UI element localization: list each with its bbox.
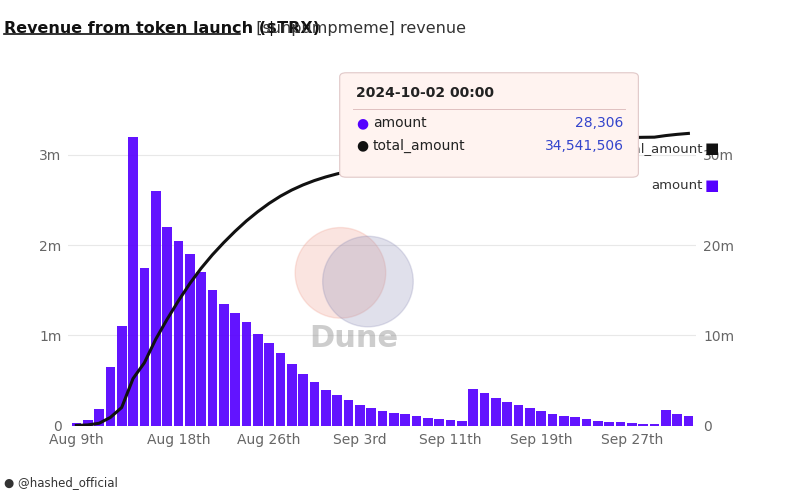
Bar <box>570 417 580 426</box>
Bar <box>366 408 376 426</box>
Bar <box>434 419 444 426</box>
Text: ●: ● <box>356 139 368 152</box>
Bar <box>593 421 602 426</box>
Text: 34,541,506: 34,541,506 <box>545 139 624 152</box>
Text: Revenue from token launch ($TRX): Revenue from token launch ($TRX) <box>4 21 320 36</box>
Bar <box>264 343 274 426</box>
Bar <box>219 304 229 426</box>
Bar <box>185 254 195 426</box>
Text: 2024-10-02 00:00: 2024-10-02 00:00 <box>356 86 493 99</box>
Bar <box>616 422 625 426</box>
Text: total_amount: total_amount <box>373 139 465 153</box>
Text: [sunpumpmeme] revenue: [sunpumpmeme] revenue <box>246 21 465 36</box>
Bar <box>480 393 489 426</box>
Bar <box>627 423 637 426</box>
Bar <box>208 290 217 426</box>
Bar <box>174 241 184 426</box>
Bar <box>344 400 353 426</box>
Text: Dune: Dune <box>310 324 398 353</box>
Circle shape <box>295 228 386 318</box>
Bar <box>275 353 285 426</box>
Bar <box>72 423 81 426</box>
Bar <box>559 416 568 426</box>
Text: ■: ■ <box>704 178 719 193</box>
Bar <box>117 326 126 426</box>
Circle shape <box>323 236 413 327</box>
Bar <box>105 367 115 426</box>
Text: amount: amount <box>373 116 427 130</box>
Bar <box>514 405 523 426</box>
Bar <box>683 416 693 426</box>
Bar <box>400 414 410 426</box>
Bar <box>230 313 240 426</box>
Bar <box>287 364 296 426</box>
Bar <box>469 389 478 426</box>
Bar <box>605 422 614 426</box>
Bar <box>355 405 365 426</box>
Bar <box>672 413 682 426</box>
Bar <box>128 137 138 426</box>
Bar <box>411 416 421 426</box>
Bar <box>321 390 331 426</box>
Bar <box>661 410 671 426</box>
Text: ■: ■ <box>704 141 719 156</box>
Bar <box>378 411 387 426</box>
Bar <box>139 268 149 426</box>
Bar <box>151 191 160 426</box>
Bar <box>547 413 557 426</box>
Bar <box>310 382 320 426</box>
Text: ●: ● <box>356 116 368 130</box>
Bar <box>445 420 455 426</box>
Bar <box>502 402 512 426</box>
Text: amount: amount <box>651 179 703 192</box>
Bar <box>83 420 93 426</box>
Bar <box>581 419 591 426</box>
Bar <box>536 411 546 426</box>
Bar <box>491 397 501 426</box>
Bar <box>457 421 467 426</box>
Bar <box>650 424 659 426</box>
Bar <box>389 413 398 426</box>
Bar <box>163 227 171 426</box>
Text: ● @hashed_official: ● @hashed_official <box>4 476 118 489</box>
Text: total_amount: total_amount <box>614 142 703 155</box>
Bar <box>638 424 648 426</box>
Bar <box>525 408 535 426</box>
Bar <box>298 374 308 426</box>
Bar <box>242 322 251 426</box>
Text: 28,306: 28,306 <box>576 116 624 130</box>
Bar <box>196 272 206 426</box>
Bar <box>332 395 342 426</box>
Bar <box>253 334 262 426</box>
Bar <box>94 409 104 426</box>
Bar <box>423 418 432 426</box>
